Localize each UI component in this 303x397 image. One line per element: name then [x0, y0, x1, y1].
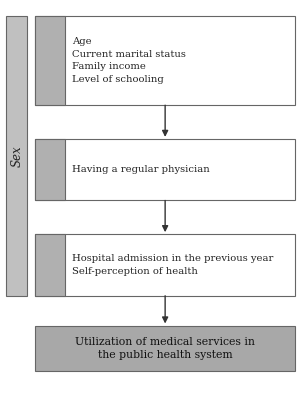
FancyBboxPatch shape — [35, 139, 65, 200]
Text: Sex: Sex — [10, 145, 23, 167]
FancyBboxPatch shape — [35, 234, 295, 296]
FancyBboxPatch shape — [35, 16, 295, 105]
Text: Utilization of medical services in
the public health system: Utilization of medical services in the p… — [75, 337, 255, 360]
FancyBboxPatch shape — [6, 16, 27, 296]
Text: Age
Current marital status
Family income
Level of schooling: Age Current marital status Family income… — [72, 37, 186, 84]
Text: 1º Level: 1º Level — [45, 41, 55, 80]
Text: Hospital admission in the previous year
Self-perception of health: Hospital admission in the previous year … — [72, 254, 273, 276]
FancyBboxPatch shape — [35, 234, 65, 296]
Text: 2º Level: 2º Level — [45, 150, 55, 189]
FancyBboxPatch shape — [35, 139, 295, 200]
Text: Having a regular physician: Having a regular physician — [72, 165, 210, 174]
Text: 3º Level: 3º Level — [45, 245, 55, 285]
FancyBboxPatch shape — [35, 16, 65, 105]
FancyBboxPatch shape — [35, 326, 295, 371]
